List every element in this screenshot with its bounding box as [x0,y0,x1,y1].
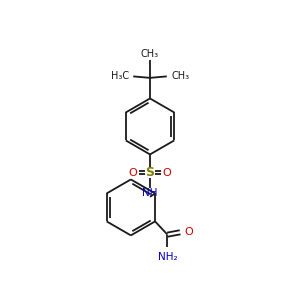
Text: S: S [146,166,154,179]
Text: NH₂: NH₂ [158,252,177,262]
Text: O: O [185,227,194,237]
Text: O: O [128,168,137,178]
Text: CH₃: CH₃ [171,71,189,81]
Text: O: O [163,168,172,178]
Text: H₃C: H₃C [111,71,129,81]
Text: NH: NH [142,188,158,198]
Text: CH₃: CH₃ [141,49,159,59]
